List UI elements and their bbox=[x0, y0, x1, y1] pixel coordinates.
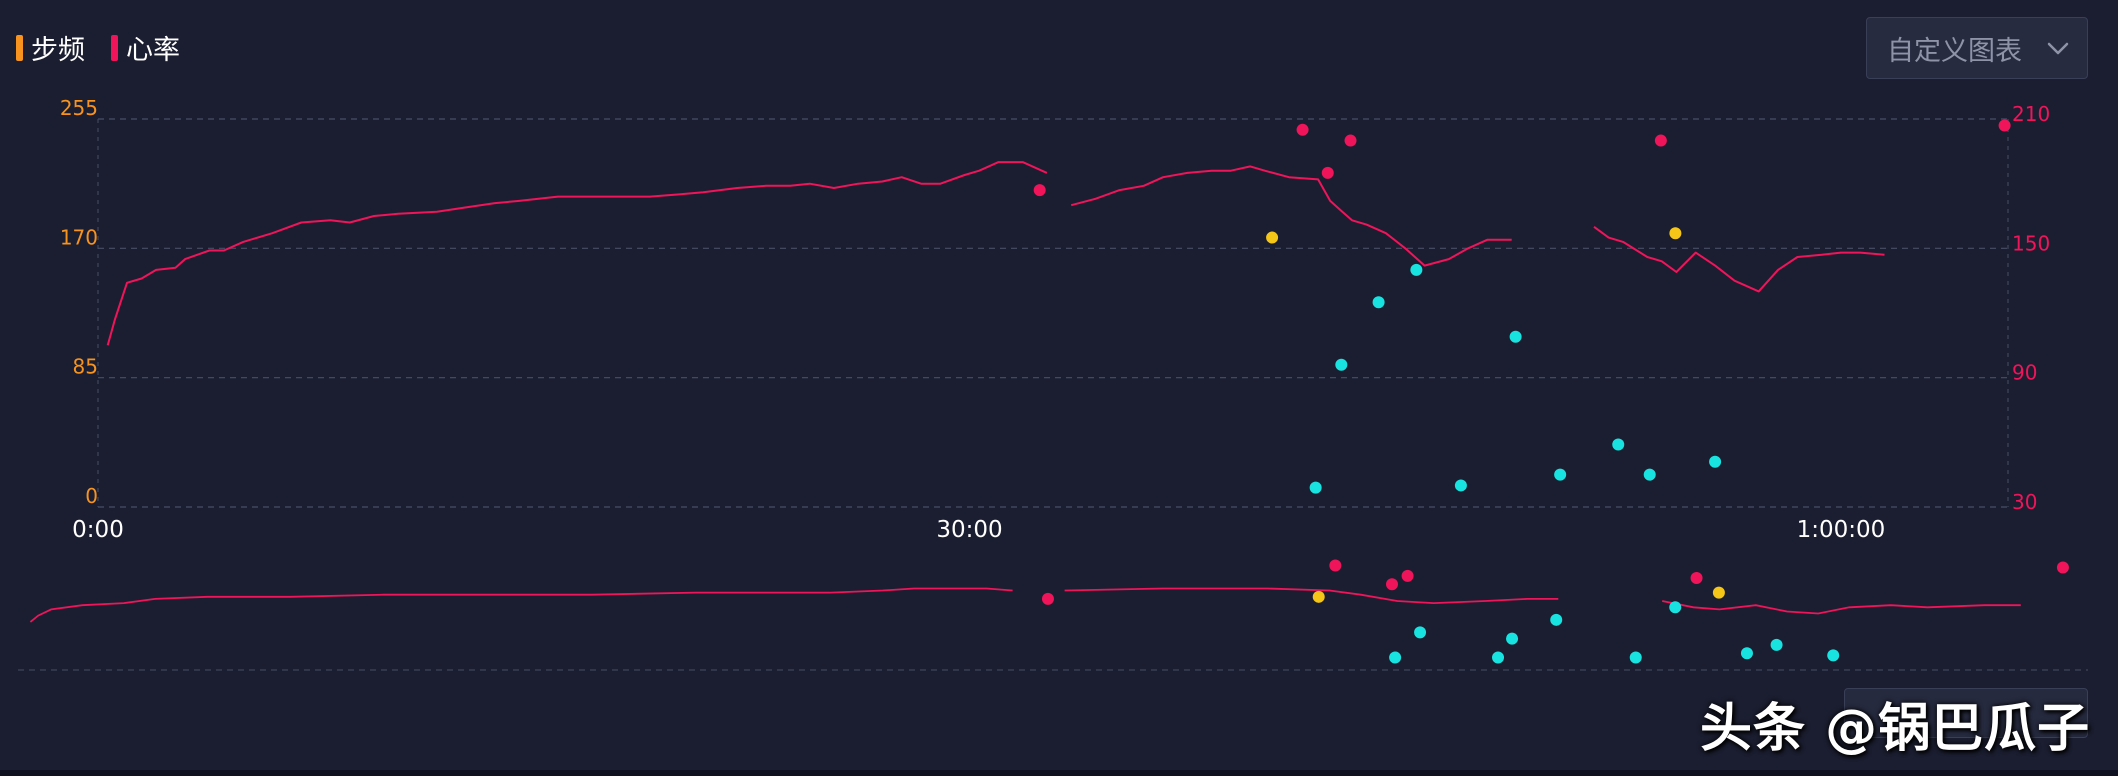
overview-point-0-4 bbox=[1690, 572, 1703, 584]
overview-point-0-2 bbox=[1386, 578, 1398, 591]
scatter-point-1-0 bbox=[1266, 231, 1279, 244]
scatter-point-1-1 bbox=[1669, 227, 1682, 240]
grid-lines bbox=[97, 118, 2009, 508]
overview-point-2-7 bbox=[1740, 647, 1753, 660]
overview-point-2-8 bbox=[1770, 638, 1783, 651]
scatter-point-2-3 bbox=[1309, 481, 1322, 494]
overview-segment-0 bbox=[29, 587, 1013, 623]
custom-chart-label: 自定义图表 bbox=[1887, 35, 2022, 67]
heart-rate-segment-2 bbox=[1593, 225, 1885, 293]
x-tick-label: 0:00 bbox=[72, 517, 124, 543]
y-right-tick-label: 30 bbox=[2012, 490, 2037, 514]
y-right-tick-label: 210 bbox=[2012, 102, 2050, 126]
chart-legend: 步频 心率 bbox=[16, 28, 180, 67]
heart-rate-line bbox=[106, 161, 1885, 346]
scatter-point-2-6 bbox=[1554, 468, 1567, 481]
scatter-point-0-3 bbox=[1344, 134, 1357, 147]
bottom-edge bbox=[0, 770, 2118, 776]
heart-rate-swatch bbox=[111, 34, 118, 61]
y-left-tick-label: 0 bbox=[85, 484, 98, 508]
x-tick-label: 1:00:00 bbox=[1797, 517, 1886, 543]
y-left-tick-label: 255 bbox=[60, 96, 98, 120]
overview-point-0-5 bbox=[2056, 561, 2069, 574]
scatter-point-0-4 bbox=[1654, 134, 1667, 147]
overview-point-2-4 bbox=[1550, 613, 1563, 626]
overview-point-2-1 bbox=[1414, 626, 1427, 639]
scatter-point-2-0 bbox=[1410, 263, 1423, 276]
overview-point-1-1 bbox=[1712, 586, 1725, 599]
heart-rate-segment-1 bbox=[1070, 165, 1512, 267]
scatter-point-2-9 bbox=[1709, 455, 1722, 468]
custom-chart-dropdown[interactable]: 自定义图表 bbox=[1866, 17, 2088, 79]
cadence-swatch bbox=[16, 34, 23, 61]
scatter-point-0-5 bbox=[1998, 119, 2011, 132]
scatter-point-2-1 bbox=[1372, 296, 1385, 309]
scatter-point-0-2 bbox=[1321, 166, 1334, 179]
overview-point-0-1 bbox=[1329, 559, 1342, 572]
overview-point-2-5 bbox=[1629, 651, 1642, 664]
y-left-tick-label: 85 bbox=[73, 355, 98, 379]
scatter-point-2-7 bbox=[1612, 438, 1625, 451]
overview-navigator[interactable] bbox=[18, 559, 2088, 671]
overview-point-2-3 bbox=[1506, 632, 1519, 645]
overview-segment-1 bbox=[1064, 587, 1559, 605]
axis-labels: 255 170 85 0 210 150 90 30 0:00 30:00 1:00:00 bbox=[60, 96, 2050, 543]
legend-item-heart-rate[interactable]: 心率 bbox=[111, 28, 180, 67]
overview-point-2-2 bbox=[1492, 651, 1505, 664]
overview-point-0-0 bbox=[1041, 592, 1054, 605]
heart-rate-segment-0 bbox=[106, 161, 1048, 346]
scatter-point-0-0 bbox=[1033, 184, 1046, 197]
scatter-point-2-4 bbox=[1454, 479, 1467, 492]
overview-point-1-0 bbox=[1312, 590, 1325, 603]
scatter-point-2-5 bbox=[1509, 330, 1522, 343]
y-right-tick-label: 90 bbox=[2012, 361, 2037, 385]
overview-point-0-3 bbox=[1401, 569, 1414, 582]
x-tick-label: 30:00 bbox=[936, 517, 1002, 543]
scatter-point-2-2 bbox=[1335, 358, 1348, 371]
chevron-down-icon bbox=[2047, 42, 2069, 55]
overview-point-2-9 bbox=[1827, 649, 1840, 662]
scatter-point-0-1 bbox=[1296, 123, 1309, 136]
overview-handle-box[interactable] bbox=[1844, 688, 2088, 738]
scatter-points bbox=[1033, 119, 2011, 494]
legend-label-heart-rate: 心率 bbox=[126, 35, 180, 66]
legend-label-cadence: 步频 bbox=[31, 35, 85, 66]
watermark-text: 头条 @锅巴瓜子 bbox=[1700, 699, 2091, 759]
scatter-point-2-8 bbox=[1643, 468, 1656, 481]
overview-point-2-6 bbox=[1669, 601, 1682, 614]
legend-item-cadence[interactable]: 步频 bbox=[16, 28, 85, 67]
overview-point-2-0 bbox=[1389, 651, 1402, 664]
overview-segment-2 bbox=[1662, 600, 2021, 615]
y-right-tick-label: 150 bbox=[2012, 231, 2050, 255]
y-left-tick-label: 170 bbox=[60, 225, 98, 249]
